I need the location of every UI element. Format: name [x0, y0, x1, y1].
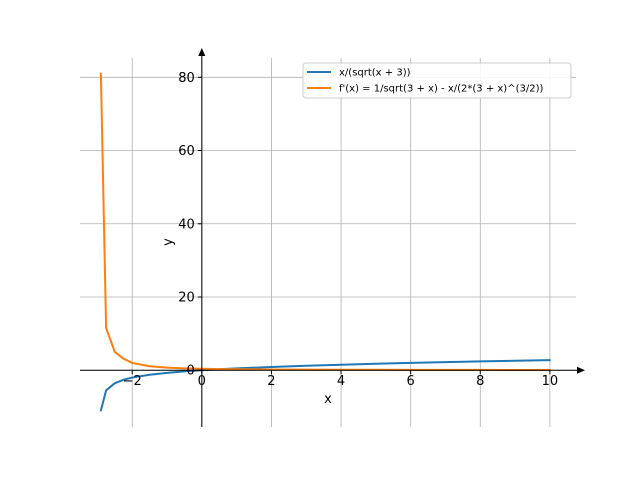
- x-tick-label-0: −2: [123, 374, 142, 389]
- grid-layer: [80, 58, 576, 427]
- legend-box: [302, 62, 572, 99]
- series-line-2: [99, 72, 551, 371]
- y-axis-label: y: [161, 238, 176, 246]
- y-tick-label-2: 40: [178, 217, 195, 232]
- legend: x/(sqrt(x + 3)) f'(x) = 1/sqrt(3 + x) - …: [302, 62, 572, 99]
- y-tick-label-4: 80: [178, 71, 195, 86]
- axes-layer: [80, 48, 585, 427]
- x-tick-label-4: 6: [407, 374, 415, 389]
- x-tick-label-6: 10: [542, 374, 559, 389]
- y-axis-arrowhead: [198, 48, 206, 56]
- x-tick-label-3: 4: [337, 374, 345, 389]
- y-tick-label-0: 0: [187, 364, 195, 379]
- x-axis-arrowhead: [577, 366, 585, 374]
- y-tick-label-3: 60: [178, 144, 195, 159]
- y-tick-label-1: 20: [178, 291, 195, 306]
- legend-label-series-2: f'(x) = 1/sqrt(3 + x) - x/(2*(3 + x)^(3/…: [339, 84, 543, 95]
- x-tick-label-5: 8: [476, 374, 484, 389]
- x-tick-label-1: 0: [198, 374, 206, 389]
- x-tick-label-2: 2: [267, 374, 275, 389]
- x-axis-label: x: [324, 392, 332, 407]
- legend-label-series-1: x/(sqrt(x + 3)): [339, 68, 411, 79]
- ticks-layer: −2 0 2 4 6 8 10 0 20 40 60 80: [123, 71, 559, 389]
